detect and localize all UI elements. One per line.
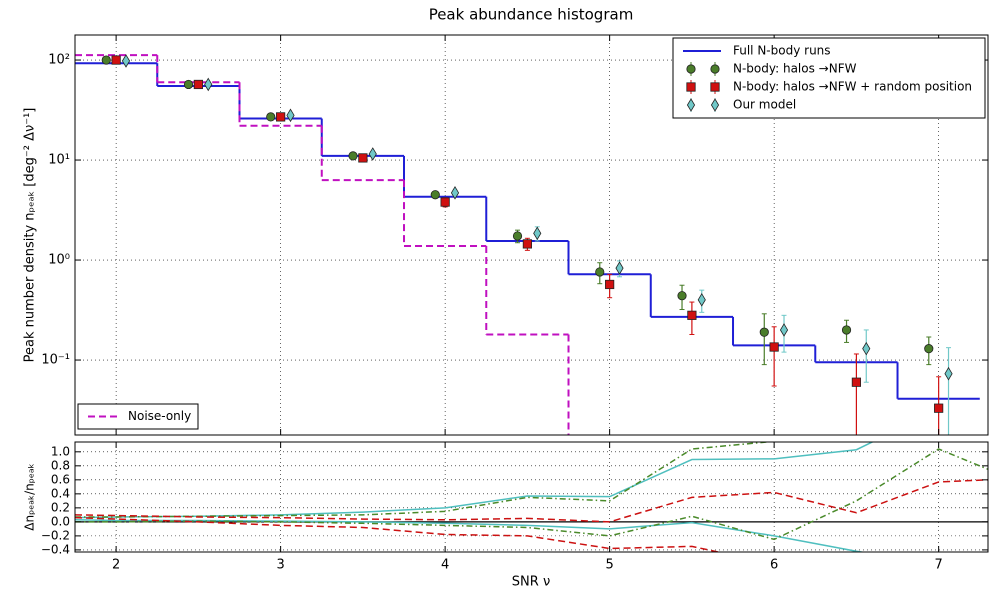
point <box>924 344 934 354</box>
point <box>615 261 624 275</box>
y-tick-label: −0.2 <box>41 528 70 542</box>
point <box>266 112 276 122</box>
legend-label: N-body: halos →NFW + random position <box>733 80 972 94</box>
point <box>851 377 861 387</box>
point <box>944 366 953 381</box>
point <box>595 267 605 277</box>
y-tick-label: 10² <box>48 53 70 68</box>
point <box>533 226 542 241</box>
x-tick-label: 3 <box>276 558 284 573</box>
chart-title: Peak abundance histogram <box>429 6 634 24</box>
x-tick-label: 4 <box>441 558 449 573</box>
point <box>710 64 720 74</box>
y-tick-label: 10⁻¹ <box>41 353 70 368</box>
bottom-plot <box>75 442 988 552</box>
point <box>358 153 368 163</box>
point <box>183 79 194 90</box>
point <box>522 239 532 249</box>
point <box>286 108 295 123</box>
point <box>686 82 696 92</box>
y-tick-label: 0.0 <box>51 514 70 528</box>
point <box>934 403 944 413</box>
point <box>710 98 720 112</box>
x-tick-label: 2 <box>112 558 120 573</box>
legend-box <box>672 37 986 119</box>
point <box>769 342 779 352</box>
x-tick-label: 6 <box>770 558 778 573</box>
x-tick-label: 5 <box>605 558 613 573</box>
point <box>450 186 460 200</box>
y-tick-label: 0.4 <box>51 486 70 500</box>
y-tick-label: 0.6 <box>51 472 70 486</box>
point <box>686 64 696 74</box>
y-tick-label: 0.8 <box>51 458 70 472</box>
point <box>111 55 121 65</box>
point <box>677 291 687 301</box>
legend-label: N-body: halos →NFW <box>733 62 857 76</box>
point <box>121 54 131 68</box>
point <box>204 77 213 92</box>
point <box>276 112 286 122</box>
point <box>687 310 697 320</box>
x-axis-label: SNR ν <box>512 575 550 590</box>
point <box>193 79 203 90</box>
axes: 10⁻¹ 10⁰ 10¹ 10² Full N-body runs N-body: hal… <box>41 34 989 573</box>
point <box>512 231 523 241</box>
x-tick-label: 7 <box>935 558 943 573</box>
point <box>759 327 769 337</box>
legend-label: Full N-body runs <box>733 44 831 58</box>
point <box>101 55 111 65</box>
y-axis-label: Peak number density nₚₑₐₖ [deg⁻² Δν⁻¹] <box>23 108 38 363</box>
y-tick-label: 10⁰ <box>48 253 70 268</box>
point <box>348 151 358 161</box>
legend-label: Our model <box>733 98 796 112</box>
plot-frame <box>74 441 989 553</box>
y-tick-label: 1.0 <box>51 444 70 458</box>
y-tick-label: 0.2 <box>51 500 70 514</box>
point <box>430 190 440 200</box>
point <box>862 341 871 356</box>
y-tick-label: 10¹ <box>48 153 70 168</box>
y-axis-label: Δnₚₑₐₖ/nₚₑₐₖ <box>23 463 37 530</box>
point <box>605 279 615 290</box>
legend-box <box>77 403 199 430</box>
point <box>779 323 789 337</box>
residual-line <box>75 479 988 523</box>
y-tick-label: −0.4 <box>41 542 70 556</box>
point <box>440 197 450 207</box>
point <box>368 147 377 161</box>
plot-frame <box>74 34 989 436</box>
legend-label: Noise-only <box>128 409 191 423</box>
point <box>710 82 720 92</box>
residual-line <box>75 516 722 552</box>
point <box>841 325 852 335</box>
point <box>697 293 706 307</box>
point <box>686 98 696 112</box>
